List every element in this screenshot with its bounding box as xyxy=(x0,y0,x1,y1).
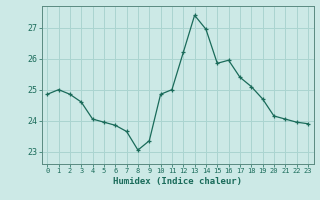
X-axis label: Humidex (Indice chaleur): Humidex (Indice chaleur) xyxy=(113,177,242,186)
